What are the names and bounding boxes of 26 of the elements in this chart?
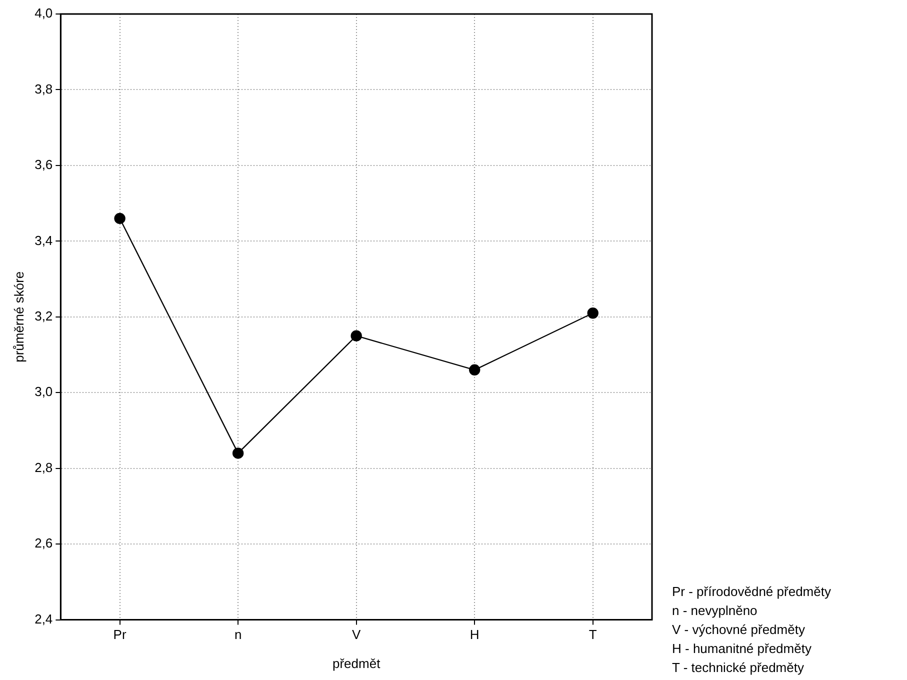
point [350,330,362,342]
y-tick-label: 3,0 [34,384,53,400]
text: n - nevyplněno [672,603,758,618]
point [114,212,126,224]
text: Pr - přírodovědné předměty [672,584,832,599]
y-tick-label: 3,8 [34,81,53,96]
x-tick-label: H [470,627,480,642]
text: T - technické předměty [672,660,804,675]
y-tick-label: 2,8 [34,460,53,475]
x-tick-label: V [352,627,361,642]
x-tick-label: T [588,627,597,642]
y-tick-label: 4,0 [34,6,53,21]
y-tick-label: 2,6 [34,536,53,551]
y-tick-label: 3,6 [34,157,53,172]
y-tick-label: 3,4 [34,232,53,248]
y-tick-label: 2,4 [34,611,53,626]
x-tick-label: Pr [113,627,127,642]
point [469,364,480,376]
y-tick-label: 3,2 [34,308,53,324]
point [587,308,598,319]
text: H - humanitné předměty [672,641,812,656]
text: V - výchovné předměty [672,622,806,637]
y-axis-title: průměrné skóre [11,271,26,362]
x-axis-title: předmět [332,656,381,671]
point [232,448,244,459]
x-tick-label: n [234,627,242,642]
